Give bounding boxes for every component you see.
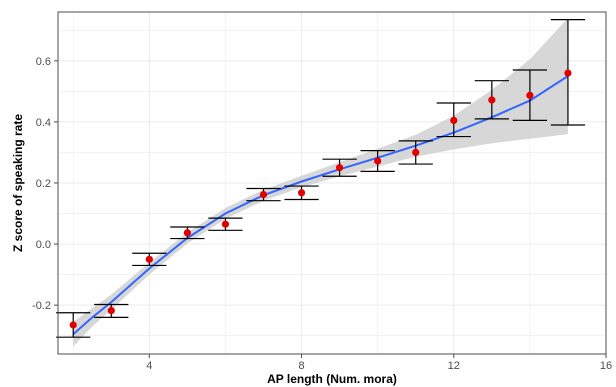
data-point <box>259 191 268 199</box>
grid-lines <box>58 12 606 354</box>
x-axis-title: AP length (Num. mora) <box>267 372 397 386</box>
data-point <box>107 307 115 315</box>
data-point <box>488 96 496 104</box>
x-tick-label: 8 <box>298 360 304 372</box>
smooth-line-layer <box>72 75 569 335</box>
y-axis-title: Z score of speaking rate <box>11 114 25 252</box>
y-tick-label: -0.2 <box>32 300 51 312</box>
y-axis-ticks: -0.2 0.0 0.2 0.4 0.6 <box>32 56 58 312</box>
y-tick-label: 0.2 <box>36 178 51 190</box>
data-point <box>526 91 534 99</box>
y-tick-label: 0.0 <box>36 239 51 251</box>
data-point <box>336 164 344 172</box>
data-point <box>145 255 153 263</box>
data-point <box>564 69 572 77</box>
error-bars-layer <box>56 19 586 338</box>
x-axis-ticks: 4 8 12 16 <box>146 354 612 372</box>
y-tick-label: 0.4 <box>36 117 51 129</box>
data-point <box>183 229 191 237</box>
data-points-layer <box>69 69 572 329</box>
data-point <box>297 189 306 197</box>
data-point <box>374 157 382 165</box>
data-point <box>412 148 420 157</box>
x-tick-label: 12 <box>448 360 460 372</box>
data-point <box>69 321 77 329</box>
smooth-trend-line <box>72 75 569 335</box>
data-point <box>221 220 230 228</box>
data-point <box>450 116 458 125</box>
x-tick-label: 16 <box>600 360 612 372</box>
y-tick-label: 0.6 <box>36 56 51 68</box>
x-tick-label: 4 <box>146 360 152 372</box>
